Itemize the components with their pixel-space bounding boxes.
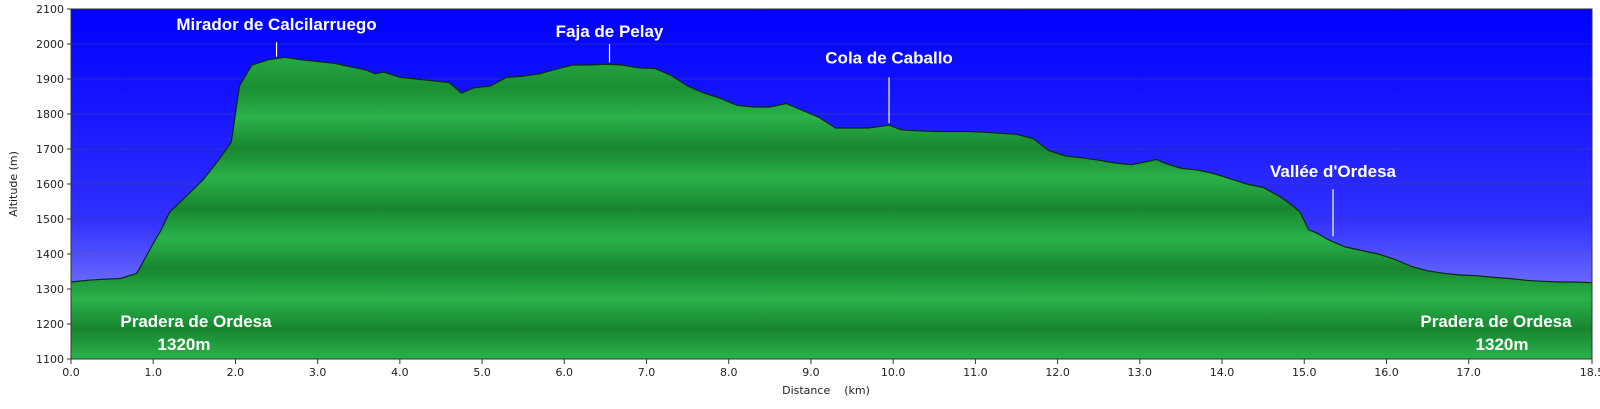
y-tick-label: 1800 — [36, 108, 64, 121]
x-tick-label: 10.0 — [881, 366, 906, 379]
end-location-label: Pradera de Ordesa — [1420, 312, 1572, 331]
y-tick-label: 1300 — [36, 283, 64, 296]
end-altitude-label: 1320m — [1476, 335, 1529, 354]
annotation-label: Vallée d'Ordesa — [1270, 162, 1396, 181]
y-tick-label: 1700 — [36, 143, 64, 156]
x-tick-label: 2.0 — [227, 366, 245, 379]
y-tick-label: 1900 — [36, 73, 64, 86]
annotation-label: Mirador de Calcilarruego — [176, 15, 376, 34]
terrain-outline — [71, 56, 1592, 284]
x-tick-label: 1.0 — [144, 366, 162, 379]
x-tick-label: 5.0 — [473, 366, 491, 379]
x-tick-label: 16.0 — [1374, 366, 1399, 379]
terrain-area — [71, 57, 1592, 359]
y-tick-label: 2100 — [36, 3, 64, 16]
x-tick-label: 9.0 — [802, 366, 820, 379]
y-axis: 1100 1200 1300 1400 1500 1600 1700 1800 1900 2000… — [36, 3, 71, 366]
x-tick-label: 6.0 — [556, 366, 574, 379]
annotations: Mirador de Calcilarruego Faja de Pelay Col… — [176, 15, 1397, 237]
x-tick-label: 13.0 — [1128, 366, 1153, 379]
x-tick-label: 7.0 — [638, 366, 656, 379]
x-tick-label: 4.0 — [391, 366, 409, 379]
start-altitude-label: 1320m — [158, 335, 211, 354]
x-tick-label: 15.0 — [1292, 366, 1317, 379]
y-tick-label: 1400 — [36, 248, 64, 261]
y-tick-label: 1200 — [36, 318, 64, 331]
annotation-label: Faja de Pelay — [556, 22, 664, 41]
x-tick-label: 17.0 — [1456, 366, 1481, 379]
start-location-label: Pradera de Ordesa — [120, 312, 272, 331]
x-tick-label: 12.0 — [1045, 366, 1070, 379]
y-tick-label: 2000 — [36, 38, 64, 51]
y-tick-label: 1600 — [36, 178, 64, 191]
x-tick-label: 3.0 — [309, 366, 327, 379]
y-tick-label: 1100 — [36, 353, 64, 366]
x-tick-label: 14.0 — [1210, 366, 1235, 379]
x-tick-label: 8.0 — [720, 366, 738, 379]
x-axis-title: Distance (km) — [782, 384, 870, 397]
x-tick-label: 0.0 — [62, 366, 80, 379]
y-axis-title: Altitude (m) — [7, 151, 20, 217]
x-tick-label: 11.0 — [963, 366, 988, 379]
x-axis: 0.0 1.0 2.0 3.0 4.0 5.0 6.0 7.0 8.0 9.0 10.0 11.0 12… — [62, 359, 1600, 379]
annotation-label: Cola de Caballo — [825, 48, 953, 67]
y-tick-label: 1500 — [36, 213, 64, 226]
x-tick-label: 18.5 — [1580, 366, 1600, 379]
